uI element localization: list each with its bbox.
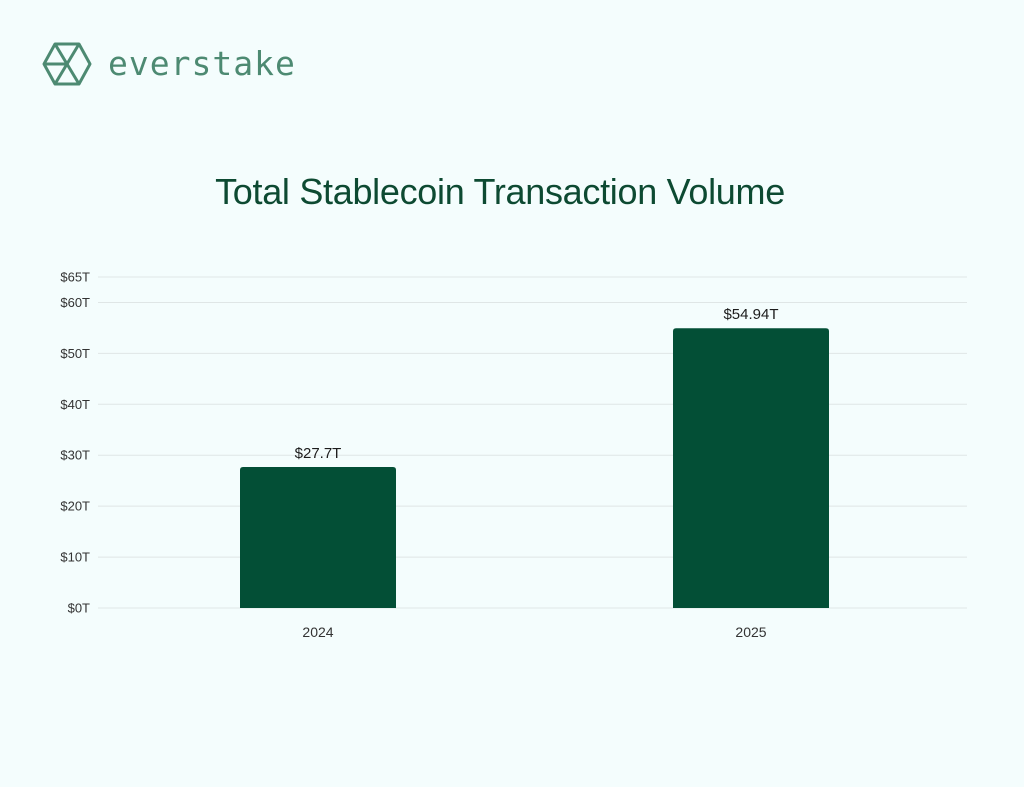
data-labels: $27.7T $54.94T [295,306,779,462]
brand-name: everstake [108,43,296,83]
bar-2024 [240,466,396,608]
y-tick-label: $10T [60,550,90,565]
x-axis-ticks: 2024 2025 [302,624,766,640]
y-tick-label: $30T [60,448,90,463]
y-tick-label: $65T [60,270,90,285]
chart-title: Total Stablecoin Transaction Volume [215,171,785,212]
data-label: $27.7T [295,445,342,462]
y-tick-label: $0T [68,601,90,616]
x-tick-label: 2024 [302,624,333,640]
data-label: $54.94T [723,306,778,323]
y-tick-label: $40T [60,397,90,412]
y-tick-label: $50T [60,346,90,361]
bars [240,328,829,608]
hexagon-cube-logo-icon [42,42,92,86]
y-axis-ticks: $0T $10T $20T $30T $40T $50T $60T $65T [60,270,90,616]
y-tick-label: $60T [60,295,90,310]
bar-2025 [673,328,829,608]
y-tick-label: $20T [60,499,90,514]
x-tick-label: 2025 [735,624,766,640]
brand-header: everstake [42,41,296,87]
gridlines [98,276,967,609]
